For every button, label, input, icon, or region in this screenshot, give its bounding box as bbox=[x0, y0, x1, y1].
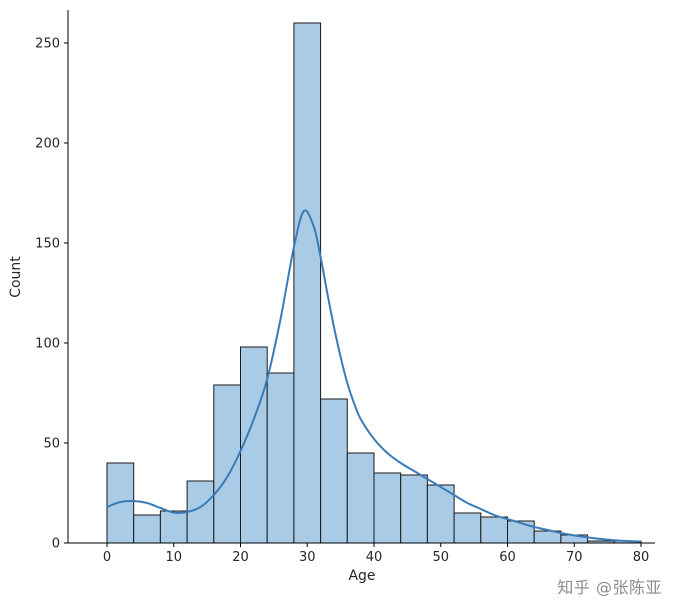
y-axis-label: Count bbox=[8, 256, 24, 298]
histogram-bar bbox=[293, 22, 322, 544]
x-tick-label: 70 bbox=[566, 550, 583, 565]
histogram-bar bbox=[320, 398, 348, 544]
x-tick-label: 20 bbox=[232, 550, 249, 565]
y-tick-label: 150 bbox=[35, 237, 60, 252]
histogram-bar bbox=[133, 514, 161, 544]
histogram-bar bbox=[480, 516, 508, 544]
histogram-bar bbox=[373, 472, 402, 544]
histogram-bar bbox=[453, 512, 482, 544]
x-tick-label: 60 bbox=[499, 550, 516, 565]
y-tick-label: 200 bbox=[35, 137, 60, 152]
histogram-bar bbox=[240, 346, 268, 544]
x-axis-label: Age bbox=[348, 568, 375, 584]
x-tick-label: 50 bbox=[432, 550, 449, 565]
y-tick-label: 100 bbox=[35, 337, 60, 352]
y-tick-label: 50 bbox=[43, 437, 60, 452]
x-tick-label: 80 bbox=[633, 550, 650, 565]
watermark: 知乎 @张陈亚 bbox=[557, 578, 662, 597]
histogram-bar bbox=[346, 452, 375, 544]
x-tick-label: 30 bbox=[299, 550, 316, 565]
x-tick-label: 0 bbox=[103, 550, 111, 565]
y-tick-label: 250 bbox=[35, 37, 60, 52]
histogram-bar bbox=[400, 474, 428, 544]
histogram-bar bbox=[507, 520, 535, 544]
x-tick-label: 10 bbox=[165, 550, 182, 565]
x-tick-label: 40 bbox=[366, 550, 383, 565]
histogram-bar bbox=[266, 372, 295, 544]
kde-line bbox=[106, 209, 642, 543]
histogram-bar bbox=[213, 384, 242, 544]
histogram-bar bbox=[159, 510, 188, 544]
histogram-bar bbox=[186, 480, 215, 544]
y-tick-label: 0 bbox=[52, 537, 60, 552]
